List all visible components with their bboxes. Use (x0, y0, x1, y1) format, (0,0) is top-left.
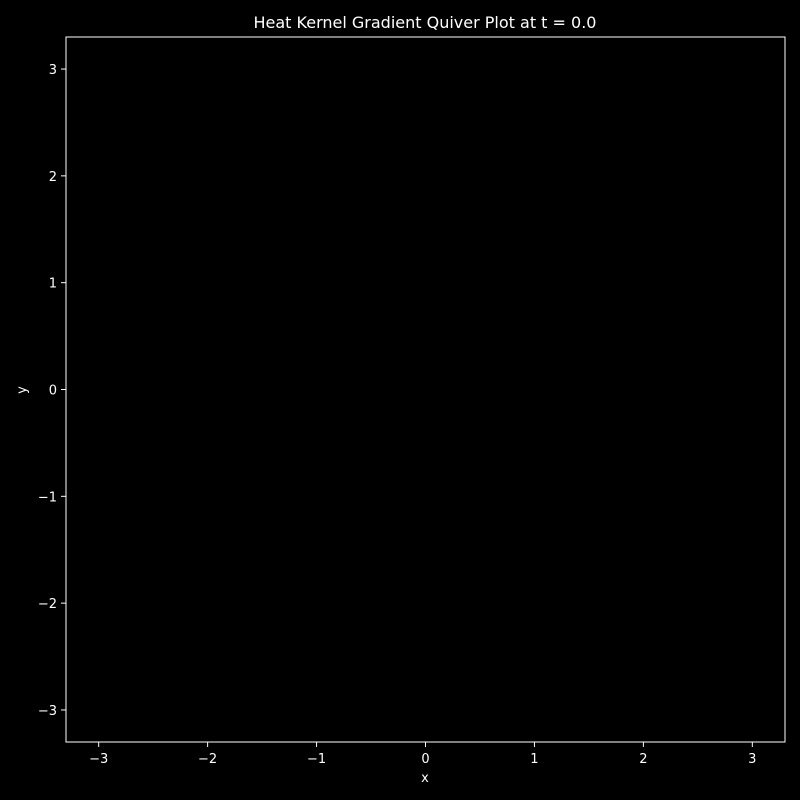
x-tick-label: 0 (421, 752, 429, 767)
y-tick-label: −3 (38, 704, 57, 719)
y-tick-label: 0 (49, 384, 57, 399)
y-tick-label: −1 (38, 490, 57, 505)
x-axis-label: x (421, 771, 429, 786)
y-tick-label: −2 (38, 597, 57, 612)
y-tick-label: 2 (49, 170, 57, 185)
plot-area-frame (65, 36, 786, 743)
x-tick-label: 1 (530, 752, 538, 767)
x-axis-ticks: −3 −2 −1 0 1 2 3 (89, 742, 756, 767)
chart-title: Heat Kernel Gradient Quiver Plot at t = … (254, 13, 597, 32)
x-tick-label: −2 (198, 752, 217, 767)
y-tick-label: 3 (49, 63, 57, 78)
x-tick-label: −1 (307, 752, 326, 767)
x-tick-label: −3 (89, 752, 108, 767)
x-tick-label: 3 (748, 752, 756, 767)
y-axis-ticks: −3 −2 −1 0 1 2 3 (38, 63, 66, 719)
y-axis-label: y (15, 386, 30, 394)
x-tick-label: 2 (639, 752, 647, 767)
y-tick-label: 1 (49, 277, 57, 292)
